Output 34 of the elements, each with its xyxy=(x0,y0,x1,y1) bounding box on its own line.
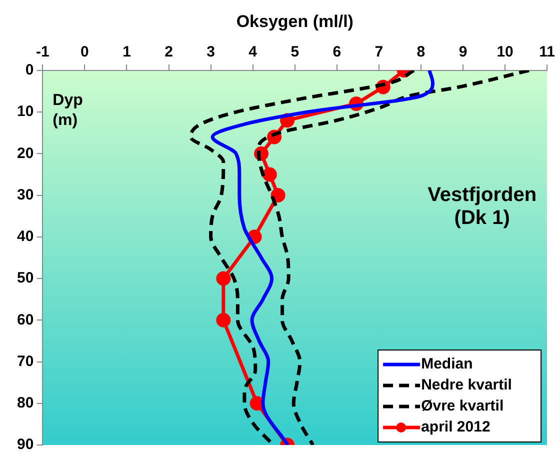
x-tick-label: 0 xyxy=(80,44,89,61)
legend-label: Median xyxy=(421,356,473,373)
annotation: Vestfjorden (Dk 1) xyxy=(428,184,537,229)
x-tick-label: 11 xyxy=(539,44,555,61)
x-tick-label: 3 xyxy=(206,44,215,61)
x-tick-label: 2 xyxy=(164,44,173,61)
x-tick-label: -1 xyxy=(36,44,50,61)
x-tick-label: 9 xyxy=(458,44,468,61)
x-tick-label: 1 xyxy=(122,44,131,61)
legend-label: Nedre kvartil xyxy=(421,376,512,394)
point xyxy=(262,167,277,182)
y-tick-label: 0 xyxy=(25,62,34,79)
y-tick-label: 50 xyxy=(16,270,34,287)
point xyxy=(216,312,231,328)
y-tick-label: 10 xyxy=(16,103,34,120)
y-tick-label: 30 xyxy=(16,186,34,204)
x-axis-title: Oksygen (ml/l) xyxy=(236,12,354,31)
x-tick-label: 8 xyxy=(416,44,426,61)
x-tick-label: 6 xyxy=(332,44,342,61)
legend-label: Øvre kvartil xyxy=(421,398,504,415)
point xyxy=(216,271,231,286)
y-tick-label: 20 xyxy=(16,144,34,162)
y-tick-label: 90 xyxy=(16,436,34,454)
x-tick-label: 7 xyxy=(374,44,384,61)
x-tick-label: 4 xyxy=(248,44,258,61)
x-tick-label: 5 xyxy=(290,44,300,61)
y-tick-label: 40 xyxy=(16,228,34,246)
y-tick-label: 70 xyxy=(16,352,34,370)
point xyxy=(270,188,286,203)
x-tick-label: 10 xyxy=(496,44,514,61)
y-tick-label: 80 xyxy=(16,394,34,412)
legend-label: april 2012 xyxy=(421,418,490,436)
y-axis-title: Dyp (m) xyxy=(52,92,84,129)
y-tick-label: 60 xyxy=(16,311,34,328)
